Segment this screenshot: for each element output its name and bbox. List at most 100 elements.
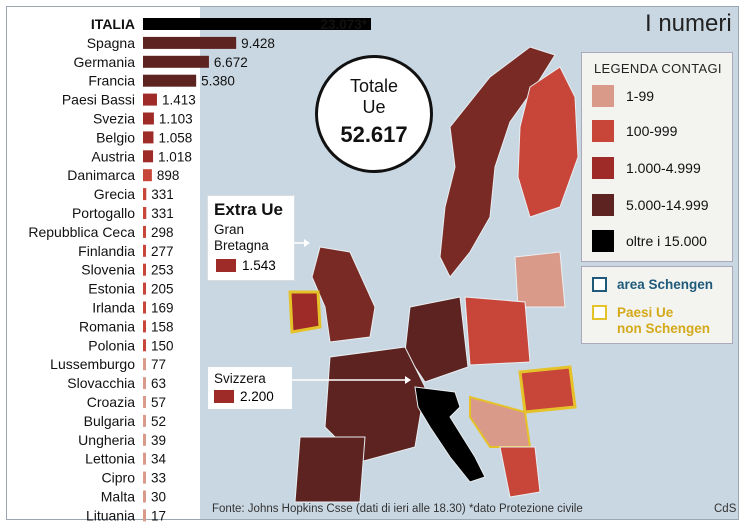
credit: CdS (714, 503, 737, 515)
bar-category-label: Lituania (86, 507, 135, 523)
bar (143, 74, 197, 87)
bar-value-label: 30 (151, 490, 166, 505)
svizzera-value: 2.200 (240, 389, 274, 404)
bar-category-label: Francia (88, 73, 135, 89)
bar-value-label: 77 (151, 357, 166, 372)
bar-value-label: 1.413 (162, 93, 196, 108)
bar (143, 188, 147, 201)
bar-value-label: 150 (151, 338, 174, 353)
bar-category-label: Spagna (87, 35, 135, 51)
gb-line1: Gran (214, 222, 245, 237)
bar-category-label: Romania (79, 318, 135, 334)
svizzera-arrowhead (405, 376, 411, 384)
bar-value-label: 205 (151, 282, 174, 297)
map-greece (499, 446, 541, 498)
gran-bretagna-value-row: 1.543 (216, 258, 276, 273)
legend-label: oltre i 15.000 (626, 233, 707, 249)
legend-title: LEGENDA CONTAGI (594, 61, 722, 76)
bar (143, 282, 146, 295)
bar-category-label: ITALIA (91, 16, 135, 32)
legend-label: 100-999 (626, 123, 678, 139)
bar (143, 225, 146, 238)
bar-category-label: Bulgaria (84, 413, 136, 429)
legend-swatch (592, 230, 614, 252)
map-germany (404, 296, 469, 383)
bar-category-label: Grecia (94, 186, 135, 202)
legend-swatch (592, 157, 614, 179)
bar-category-label: Repubblica Ceca (28, 224, 135, 240)
extra-ue-box: Extra Ue Gran Bretagna 1.543 (208, 196, 294, 280)
bar-category-label: Belgio (96, 129, 135, 145)
bar (143, 396, 146, 408)
bar (143, 131, 154, 144)
svizzera-label: Svizzera (214, 371, 266, 386)
bar-category-label: Estonia (88, 281, 135, 297)
bar-category-label: Slovenia (81, 262, 135, 278)
bar-value-label: 9.428 (241, 36, 275, 51)
bar-category-label: Ungheria (78, 432, 135, 448)
bar (143, 509, 146, 522)
legend-item-1-99: 1-99 (592, 85, 654, 107)
schengen-legend: area Schengen Paesi Ue non Schengen (581, 266, 733, 344)
bar-value-label: 39 (151, 433, 166, 448)
bar-category-label: Croazia (87, 394, 135, 410)
map-uk (311, 246, 376, 343)
bar (143, 490, 146, 503)
bar (143, 169, 152, 182)
bar (143, 471, 146, 484)
bar (143, 244, 146, 257)
map-ireland (288, 290, 322, 334)
bar (143, 433, 146, 446)
legend-item-100-999: 100-999 (592, 120, 677, 142)
non-schengen-swatch (592, 305, 607, 320)
bar-category-label: Malta (101, 489, 135, 505)
gb-swatch (216, 259, 236, 272)
legend-label: 5.000-14.999 (626, 197, 709, 213)
map-baltics (514, 251, 566, 308)
bar-category-label: Finlandia (78, 243, 135, 259)
frame (6, 6, 739, 520)
legend-label: 1.000-4.999 (626, 160, 701, 176)
bar-category-label: Irlanda (92, 300, 135, 316)
bar (143, 377, 146, 390)
bar-value-label: 298 (151, 225, 174, 240)
legend-item-1000-4999: 1.000-4.999 (592, 157, 701, 179)
bar-value-label: 33 (151, 471, 166, 486)
chart-title: I numeri (645, 10, 732, 37)
non-schengen-line2: non Schengen (617, 321, 711, 336)
map-france (324, 346, 426, 463)
svizzera-value-row: 2.200 (214, 389, 274, 404)
bar-value-label: 331 (151, 187, 174, 202)
bar-value-label: 253 (151, 263, 174, 278)
legend-swatch (592, 194, 614, 216)
bar-category-label: Danimarca (67, 167, 135, 183)
bar (143, 55, 209, 68)
bar-category-label: Austria (91, 148, 135, 164)
bar (143, 18, 371, 30)
map-poland (464, 296, 531, 366)
map-italy (414, 386, 486, 483)
bar-category-label: Germania (74, 54, 136, 70)
bar-value-label: 17 (151, 508, 166, 523)
bar (143, 263, 146, 276)
gb-arrowhead (304, 239, 310, 247)
bar (143, 320, 146, 333)
bar-category-label: Portogallo (72, 205, 135, 221)
non-schengen-line1: Paesi Ue (617, 305, 674, 320)
map-romania (518, 365, 577, 414)
bar (143, 36, 237, 49)
schengen-label: area Schengen (617, 277, 714, 292)
bar-value-label: 1.018 (158, 149, 192, 164)
bar-value-label: 169 (151, 301, 174, 316)
gran-bretagna-value: 1.543 (242, 258, 276, 273)
bar-value-label: 331 (151, 206, 174, 221)
bar (143, 207, 147, 219)
totale-value: 52.617 (340, 122, 408, 147)
legend-schengen: area Schengen (592, 277, 713, 293)
bar-category-label: Lussemburgo (50, 356, 135, 372)
bar-value-label: 23.073* (320, 17, 367, 32)
bar (143, 112, 154, 125)
bar-value-label: 158 (151, 319, 174, 334)
